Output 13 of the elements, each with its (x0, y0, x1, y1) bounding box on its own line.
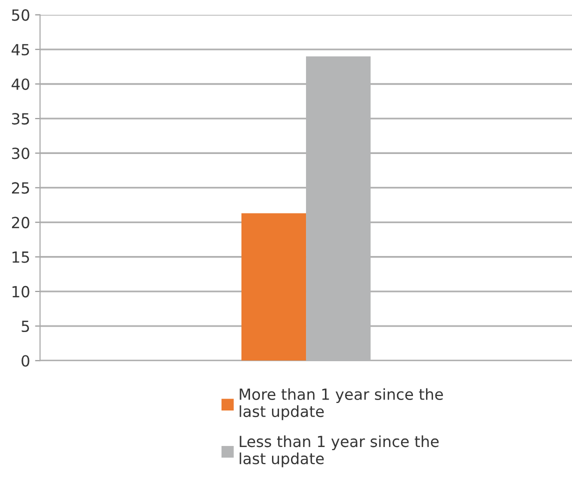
y-tick-label: 40 (12, 78, 30, 90)
y-tick-label: 15 (12, 252, 29, 263)
y-tick-label: 35 (12, 113, 29, 125)
y-tick-label: 0 (22, 355, 30, 367)
y-tick-label: 5 (22, 320, 29, 332)
y-tick-label: 30 (12, 148, 30, 160)
legend-label: More than 1 year since the last update (240, 388, 443, 420)
y-tick-label: 50 (12, 9, 30, 21)
y-tick-label: 20 (12, 216, 30, 228)
y-tick-label: 10 (12, 286, 30, 298)
y-tick-label: 45 (12, 44, 29, 56)
y-tick-label: 25 (12, 182, 29, 194)
legend-label: Less than 1 year since the last update (240, 435, 439, 468)
